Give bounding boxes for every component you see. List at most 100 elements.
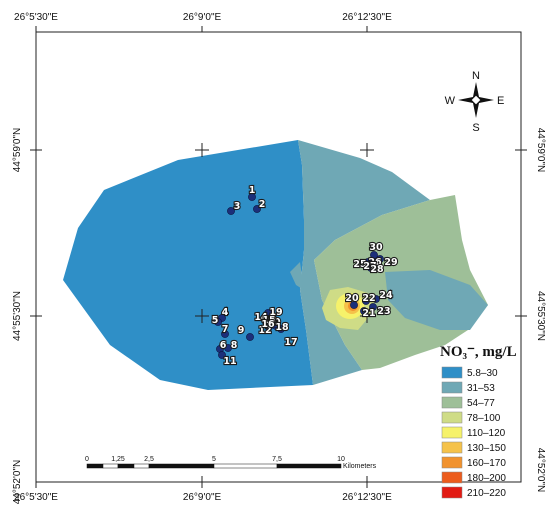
scale-tick-label: 7,5 <box>272 456 282 463</box>
legend-swatch <box>441 396 463 409</box>
compass-north-arrow <box>473 82 479 97</box>
point-label-21: 21 <box>362 308 375 319</box>
sampling-point-8 <box>224 344 232 352</box>
legend-label: 180–200 <box>467 473 506 484</box>
scale-bar-segment <box>102 463 119 469</box>
scale-bar: 0 1,25 2,5 5 7,5 10 Kilometers <box>85 456 377 470</box>
compass-east-arrow <box>479 97 494 103</box>
point-label-5: 5 <box>212 315 219 326</box>
frame-tick <box>35 26 368 32</box>
sampling-point-5 <box>214 318 222 326</box>
graticule-cross <box>360 476 374 488</box>
legend-label: 5.8–30 <box>467 368 498 379</box>
point-label-20: 20 <box>345 293 359 304</box>
coord-label: 26°5'30"E <box>14 492 58 503</box>
left-coords: 44°59'0"N 44°55'30"N 44°52'0"N <box>12 128 23 505</box>
coord-label: 26°12'30"E <box>342 12 392 23</box>
scale-bar-segment <box>148 463 215 469</box>
legend-label: 110–120 <box>467 428 506 439</box>
sampling-point-24 <box>372 295 380 303</box>
point-label-7: 7 <box>222 324 229 335</box>
compass-s: S <box>472 122 479 134</box>
coord-label: 26°12'30"E <box>342 492 392 503</box>
point-label-25: 25 <box>353 259 366 270</box>
scale-unit: Kilometers <box>343 463 377 470</box>
legend: NO₃⁻, mg/L 5.8–30 31–53 54–77 78–100 110–120… <box>440 344 517 499</box>
point-label-18: 18 <box>275 322 289 333</box>
point-label-19: 19 <box>269 307 282 318</box>
compass-west-arrow <box>458 97 473 103</box>
sampling-point-29 <box>376 255 384 263</box>
zone-31-53 <box>298 140 430 385</box>
coord-label: 26°9'0"E <box>183 492 222 503</box>
coord-label: 26°9'0"E <box>183 12 222 23</box>
coord-label: 44°59'0"N <box>12 128 23 173</box>
zone-31-53-east <box>385 270 488 330</box>
point-label-9: 9 <box>238 325 245 336</box>
zone-31-53-pocket <box>290 262 304 290</box>
legend-label: 54–77 <box>467 398 495 409</box>
point-label-13: 13 <box>263 315 276 326</box>
point-label-8: 8 <box>231 340 238 351</box>
legend-swatch <box>441 426 463 439</box>
point-label-24: 24 <box>379 290 393 301</box>
legend-swatch <box>441 471 463 484</box>
graticule-cross <box>195 309 209 323</box>
compass-south-arrow <box>473 103 479 118</box>
coord-label: 44°59'0"N <box>535 128 546 173</box>
legend-swatch <box>441 441 463 454</box>
scale-bar-segment <box>133 463 150 469</box>
coord-label: 26°5'30"E <box>14 12 58 23</box>
graticule-cross <box>30 144 42 156</box>
point-label-1: 1 <box>249 185 256 196</box>
sampling-point-17 <box>277 325 285 333</box>
legend-label: 78–100 <box>467 413 501 424</box>
graticule-cross <box>195 476 209 488</box>
legend-swatch <box>441 381 463 394</box>
point-label-6: 6 <box>220 340 227 351</box>
sampling-point-28 <box>367 264 375 272</box>
point-label-17: 17 <box>284 337 297 348</box>
scale-tick-label: 10 <box>337 456 345 463</box>
point-label-11: 11 <box>223 356 236 367</box>
graticule-cross <box>195 143 209 157</box>
point-label-16: 16 <box>261 319 275 330</box>
scale-bar-segment <box>213 463 278 469</box>
compass-rose: N S E W <box>445 70 505 134</box>
point-label-4: 4 <box>222 307 229 318</box>
point-label-30: 30 <box>369 242 383 253</box>
graticule-cross <box>30 310 42 322</box>
coord-label: 44°55'30"N <box>535 291 546 341</box>
sampling-point-7 <box>221 330 229 338</box>
legend-label: 210–220 <box>467 488 506 499</box>
sampling-point-30 <box>370 251 378 259</box>
graticule-cross <box>515 144 527 156</box>
legend-swatch <box>441 366 463 379</box>
scale-tick-label: 5 <box>212 456 216 463</box>
point-label-27: 27 <box>363 261 376 272</box>
sampling-point-19 <box>264 309 272 317</box>
graticule <box>30 26 527 488</box>
legend-label: 160–170 <box>467 458 506 469</box>
point-label-23: 23 <box>377 306 390 317</box>
legend-label: 130–150 <box>467 443 506 454</box>
coord-label: 44°52'0"N <box>12 460 23 505</box>
point-label-14: 14 <box>254 312 268 323</box>
point-label-22: 22 <box>362 293 375 304</box>
point-label-2: 2 <box>259 199 266 210</box>
compass-center <box>470 94 482 106</box>
sampling-point-18 <box>272 320 280 328</box>
scale-bar-segment <box>276 463 342 469</box>
legend-label: 31–53 <box>467 383 495 394</box>
point-label-10: 10 <box>267 317 281 328</box>
coord-label: 44°52'0"N <box>535 448 546 493</box>
sampling-point-3 <box>227 207 235 215</box>
scale-tick-label: 1,25 <box>111 456 125 463</box>
scale-bar-segment <box>86 463 104 469</box>
scale-tick-label: 0 <box>85 456 89 463</box>
point-label-3: 3 <box>234 201 241 212</box>
legend-swatch <box>441 411 463 424</box>
graticule-cross <box>515 310 527 322</box>
coord-label: 44°55'30"N <box>12 291 23 341</box>
scale-bar-segment <box>117 463 135 469</box>
